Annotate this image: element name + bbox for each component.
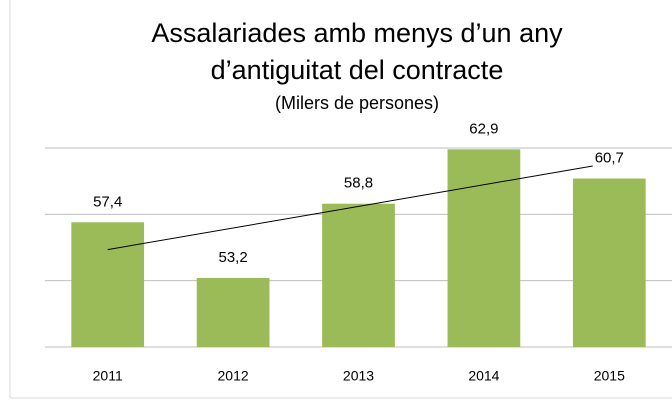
chart-title: Assalariades amb menys d’un any bbox=[151, 18, 563, 48]
trendline bbox=[107, 162, 610, 251]
bar bbox=[196, 278, 270, 347]
value-label-bg bbox=[91, 193, 125, 211]
value-label-bg bbox=[467, 120, 501, 138]
x-tick-label: 2015 bbox=[594, 368, 625, 384]
value-label: 53,2 bbox=[218, 249, 247, 266]
value-label: 58,8 bbox=[344, 175, 373, 192]
value-label-bg bbox=[341, 174, 376, 192]
x-tick-label: 2013 bbox=[343, 368, 374, 384]
x-tick-label: 2014 bbox=[468, 368, 499, 384]
value-label: 57,4 bbox=[93, 193, 122, 210]
value-label-bg bbox=[216, 248, 250, 266]
bar bbox=[572, 178, 646, 347]
chart-subtitle: (Milers de persones) bbox=[275, 93, 439, 113]
x-tick-label: 2012 bbox=[218, 368, 249, 384]
bar bbox=[71, 222, 145, 347]
bar bbox=[447, 149, 521, 347]
x-tick-label: 2011 bbox=[93, 368, 123, 384]
value-label: 62,9 bbox=[469, 120, 498, 137]
chart-title: d’antiguitat del contracte bbox=[211, 55, 504, 85]
value-label-bg bbox=[592, 149, 626, 167]
value-label: 60,7 bbox=[595, 149, 624, 166]
bar bbox=[322, 203, 395, 347]
